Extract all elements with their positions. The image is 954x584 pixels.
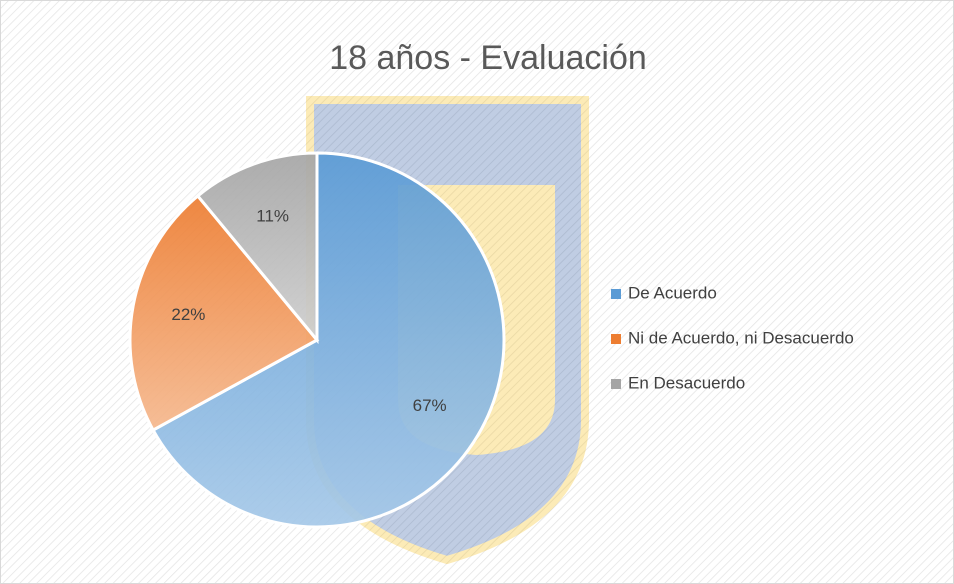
pie-slice <box>151 151 506 529</box>
legend-swatch <box>611 379 621 389</box>
chart-title: 18 años - Evaluación <box>329 39 647 77</box>
legend-label: De Acuerdo <box>628 283 717 302</box>
legend-swatch <box>611 334 621 344</box>
pie-slice <box>195 151 319 345</box>
legend-label: Ni de Acuerdo, ni Desacuerdo <box>628 328 854 347</box>
legend-label: En Desacuerdo <box>628 373 745 392</box>
data-label: 67% <box>413 396 447 415</box>
pie-slice <box>128 193 320 433</box>
data-label: 11% <box>256 206 289 225</box>
data-label: 22% <box>171 305 205 324</box>
legend-swatch <box>611 289 621 299</box>
